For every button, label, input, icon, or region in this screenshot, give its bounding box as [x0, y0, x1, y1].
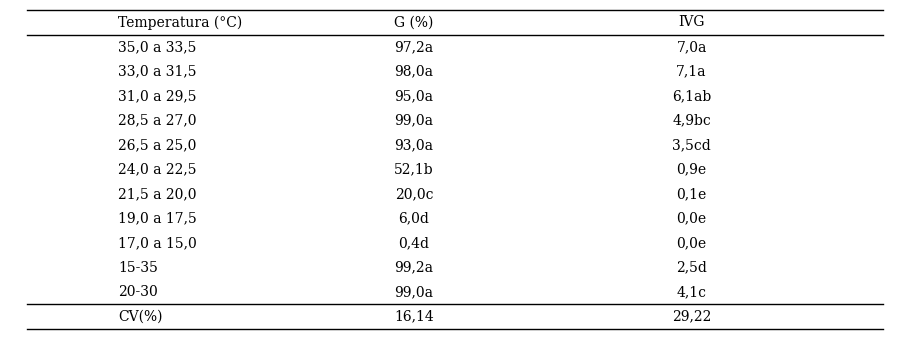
- Text: 0,1e: 0,1e: [676, 187, 707, 201]
- Text: 0,9e: 0,9e: [676, 162, 707, 177]
- Text: 20,0c: 20,0c: [395, 187, 433, 201]
- Text: 0,0e: 0,0e: [676, 236, 707, 250]
- Text: 93,0a: 93,0a: [395, 138, 433, 152]
- Text: 29,22: 29,22: [672, 310, 712, 323]
- Text: 7,0a: 7,0a: [676, 40, 707, 54]
- Text: 0,0e: 0,0e: [676, 212, 707, 225]
- Text: 6,0d: 6,0d: [399, 212, 430, 225]
- Text: G (%): G (%): [394, 16, 434, 29]
- Text: 4,9bc: 4,9bc: [672, 114, 711, 127]
- Text: 99,0a: 99,0a: [395, 114, 433, 127]
- Text: 31,0 a 29,5: 31,0 a 29,5: [118, 89, 197, 103]
- Text: 52,1b: 52,1b: [394, 162, 434, 177]
- Text: 2,5d: 2,5d: [676, 261, 707, 275]
- Text: 15-35: 15-35: [118, 261, 158, 275]
- Text: 20-30: 20-30: [118, 285, 158, 299]
- Text: 98,0a: 98,0a: [395, 64, 433, 78]
- Text: 26,5 a 25,0: 26,5 a 25,0: [118, 138, 197, 152]
- Text: 6,1ab: 6,1ab: [672, 89, 712, 103]
- Text: 19,0 a 17,5: 19,0 a 17,5: [118, 212, 197, 225]
- Text: 24,0 a 22,5: 24,0 a 22,5: [118, 162, 197, 177]
- Text: 0,4d: 0,4d: [399, 236, 430, 250]
- Text: 17,0 a 15,0: 17,0 a 15,0: [118, 236, 197, 250]
- Text: CV(%): CV(%): [118, 310, 163, 323]
- Text: 21,5 a 20,0: 21,5 a 20,0: [118, 187, 197, 201]
- Text: 95,0a: 95,0a: [395, 89, 433, 103]
- Text: 97,2a: 97,2a: [395, 40, 433, 54]
- Text: 3,5cd: 3,5cd: [672, 138, 711, 152]
- Text: 33,0 a 31,5: 33,0 a 31,5: [118, 64, 197, 78]
- Text: 28,5 a 27,0: 28,5 a 27,0: [118, 114, 197, 127]
- Text: Temperatura (°C): Temperatura (°C): [118, 15, 243, 29]
- Text: 99,0a: 99,0a: [395, 285, 433, 299]
- Text: 99,2a: 99,2a: [395, 261, 433, 275]
- Text: 16,14: 16,14: [394, 310, 434, 323]
- Text: 7,1a: 7,1a: [676, 64, 707, 78]
- Text: IVG: IVG: [678, 16, 705, 29]
- Text: 4,1c: 4,1c: [677, 285, 706, 299]
- Text: 35,0 a 33,5: 35,0 a 33,5: [118, 40, 197, 54]
